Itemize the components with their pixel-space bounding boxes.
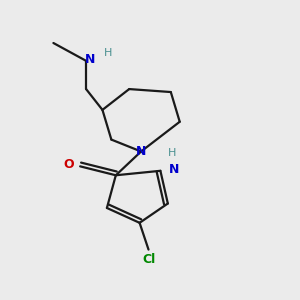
Text: N: N <box>136 145 146 158</box>
Text: N: N <box>169 163 179 176</box>
Text: O: O <box>64 158 74 171</box>
Text: Cl: Cl <box>142 254 155 266</box>
Text: N: N <box>85 53 96 66</box>
Text: H: H <box>168 148 176 158</box>
Text: H: H <box>104 48 112 59</box>
